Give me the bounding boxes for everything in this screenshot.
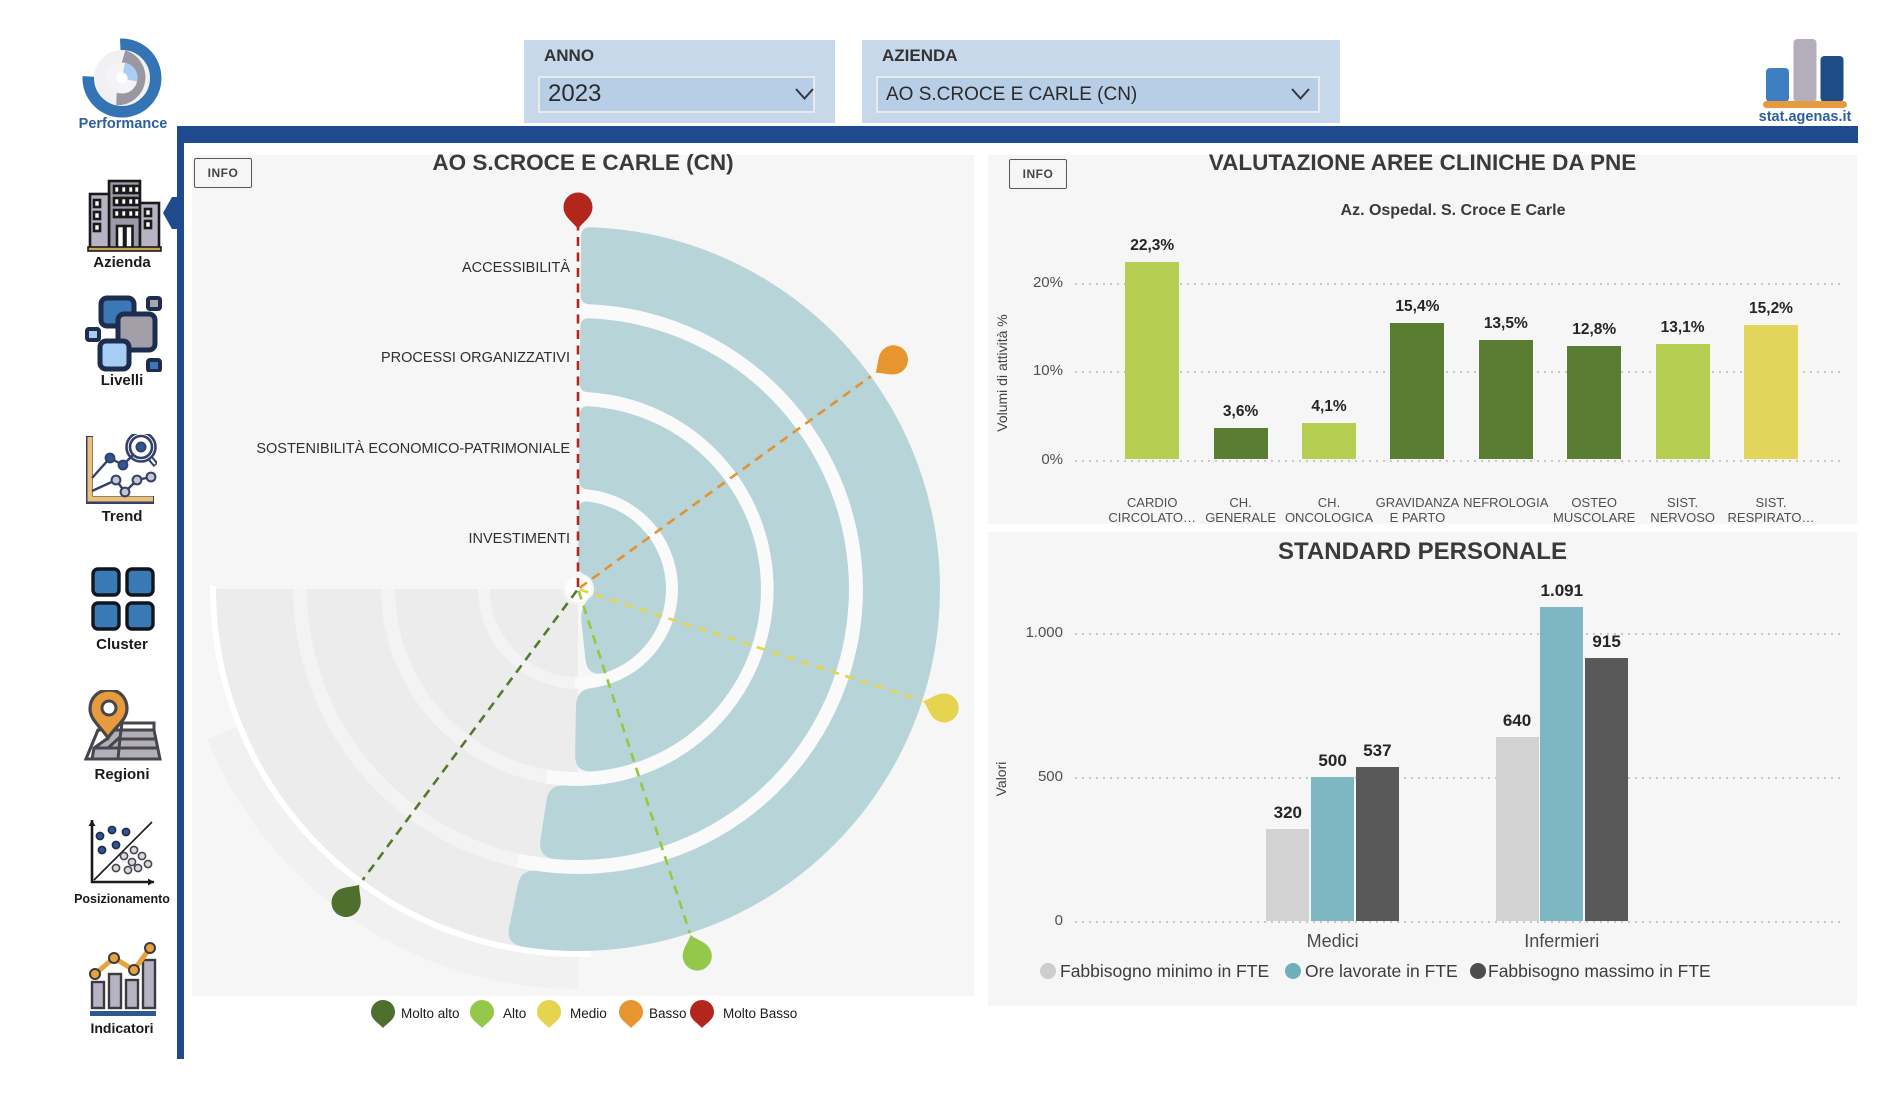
svg-text:Basso: Basso [649,1006,687,1021]
svg-text:Fabbisogno minimo in FTE: Fabbisogno minimo in FTE [1060,961,1269,981]
svg-text:Molto Basso: Molto Basso [723,1006,797,1021]
svg-text:Fabbisogno massimo in FTE: Fabbisogno massimo in FTE [1488,961,1711,981]
svg-text:Alto: Alto [503,1006,526,1021]
svg-text:Ore lavorate in FTE: Ore lavorate in FTE [1305,961,1458,981]
svg-text:Medio: Medio [570,1006,607,1021]
svg-text:Performance: Performance [79,116,168,132]
svg-text:stat.agenas.it: stat.agenas.it [1759,109,1852,124]
svg-text:Molto alto: Molto alto [401,1006,460,1021]
